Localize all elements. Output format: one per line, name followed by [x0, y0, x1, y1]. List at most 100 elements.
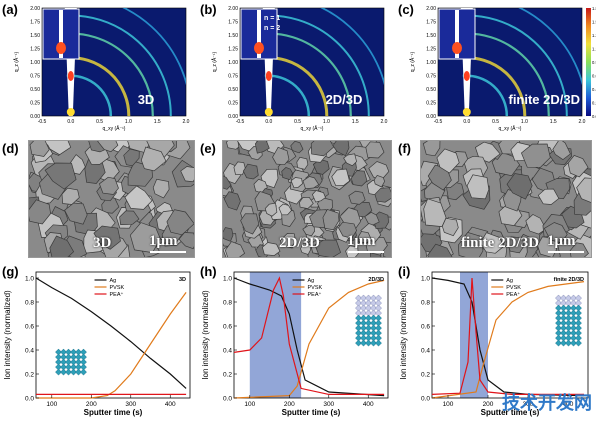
tof-chart: 0.0 0.2 0.4 0.6 0.8 1.0 100 200 300 400 Sputter ti… — [399, 271, 589, 417]
y-tick-label: 0.2 — [223, 372, 232, 379]
crystal-octahedron — [570, 339, 577, 347]
x-axis-label: Sputter time (s) — [84, 408, 143, 417]
y-tick-label: 1.00 — [426, 60, 436, 66]
crystal-octahedron — [555, 319, 562, 327]
crystal-octahedron — [565, 334, 572, 342]
x-tick-label: 1.5 — [352, 119, 359, 125]
crystal-octahedron — [75, 348, 82, 356]
crystal-octahedron — [570, 309, 577, 317]
y-tick-label: 1.0 — [421, 276, 430, 283]
crystal-octahedron — [575, 319, 582, 327]
y-axis-label: Ion intensity (normalized) — [399, 290, 408, 380]
y-tick-label: 0.75 — [228, 74, 238, 80]
crystal-octahedron — [360, 299, 367, 307]
sem-grain — [29, 141, 50, 157]
legend-label: Ag — [506, 278, 513, 284]
crystal-octahedron — [55, 358, 62, 366]
panel-label: (g) — [2, 264, 19, 279]
sample-label: finite 2D/3D — [508, 92, 580, 107]
sem-panel-f: (f) finite 2D/3D 1μm — [396, 138, 596, 260]
x-tick-label: -0.5 — [434, 119, 443, 125]
legend-label: PVSK — [506, 285, 521, 291]
crystal-octahedron — [370, 324, 377, 332]
y-tick-label: 0.00 — [30, 114, 40, 120]
crystal-octahedron — [60, 368, 67, 376]
sem-grain — [166, 209, 194, 236]
sem-grain — [364, 211, 380, 226]
y-tick-label: 0.6 — [25, 324, 34, 331]
crystal-octahedron — [555, 294, 562, 302]
y-tick-label: 1.75 — [426, 20, 436, 26]
y-tick-label: 0.4 — [25, 348, 34, 355]
sem-grain — [264, 202, 278, 217]
crystal-octahedron — [355, 314, 362, 322]
specular-spot — [66, 108, 75, 116]
crystal-octahedron — [75, 358, 82, 366]
specular-spot — [463, 71, 470, 81]
crystal-octahedron — [555, 329, 562, 337]
x-tick-label: 100 — [443, 401, 454, 408]
crystal-octahedron — [560, 334, 567, 342]
crystal-octahedron — [55, 363, 62, 371]
crystal-octahedron — [355, 294, 362, 302]
colorbar-tick-label: 0.2250 — [592, 101, 596, 106]
sem-grain — [373, 174, 385, 188]
sem-grain — [322, 208, 340, 231]
y-tick-label: 0.8 — [223, 300, 232, 307]
x-tick-label: 0.5 — [294, 119, 301, 125]
crystal-octahedron — [565, 309, 572, 317]
crystal-octahedron — [575, 339, 582, 347]
colorbar-tick-label: 1.800 — [592, 6, 596, 11]
y-tick-label: 0.75 — [30, 74, 40, 80]
sem-grain — [93, 225, 121, 250]
crystal-octahedron — [575, 314, 582, 322]
crystal-octahedron — [560, 319, 567, 327]
x-tick-label: -0.5 — [38, 119, 47, 125]
crystal-octahedron — [375, 314, 382, 322]
crystal-octahedron — [365, 309, 372, 317]
sem-grain — [314, 239, 342, 257]
legend-label: Ag — [110, 278, 117, 284]
scale-bar-label: 1μm — [149, 233, 178, 249]
crystal-octahedron — [75, 353, 82, 361]
crystal-octahedron — [375, 329, 382, 337]
crystal-octahedron — [565, 339, 572, 347]
legend-label: PEA⁺ — [506, 291, 520, 298]
sem-grain — [29, 199, 51, 225]
colorbar-tick-label: 1.125 — [592, 47, 596, 52]
plot-frame — [35, 271, 191, 399]
y-axis-label: q_z (Å⁻¹) — [211, 51, 218, 72]
diffraction-ring — [518, 8, 582, 86]
crystal-octahedron — [370, 309, 377, 317]
y-tick-label: 1.00 — [30, 60, 40, 66]
x-tick-label: 0.5 — [492, 119, 499, 125]
series-line-ag — [35, 277, 187, 389]
crystal-octahedron — [360, 309, 367, 317]
sem-grain — [423, 198, 447, 227]
crystal-octahedron — [560, 314, 567, 322]
y-tick-label: 1.0 — [25, 276, 34, 283]
x-axis-label: q_xy (Å⁻¹) — [499, 125, 522, 132]
sem-grain — [280, 233, 296, 248]
x-axis-label: Sputter time (s) — [282, 408, 341, 417]
scale-bar — [548, 251, 584, 253]
specular-spot — [264, 108, 273, 116]
crystal-octahedron — [555, 309, 562, 317]
sem-grain — [343, 153, 357, 167]
colorbar-tick-label: 0.6750 — [592, 74, 596, 79]
crystal-octahedron — [365, 304, 372, 312]
crystal-octahedron — [575, 334, 582, 342]
crystal-octahedron — [375, 294, 382, 302]
sem-grain — [441, 217, 459, 237]
y-tick-label: 1.25 — [228, 47, 238, 53]
sample-label: 2D/3D — [326, 92, 363, 107]
legend-label: PVSK — [308, 285, 323, 291]
x-tick-label: 100 — [244, 401, 255, 408]
colorbar-tick-label: 0.9000 — [592, 60, 596, 65]
crystal-octahedron — [55, 348, 62, 356]
sem-grain — [43, 141, 72, 156]
crystal-octahedron — [65, 358, 72, 366]
crystal-octahedron — [370, 299, 377, 307]
sem-grain — [331, 168, 350, 186]
crystal-octahedron — [375, 334, 382, 342]
